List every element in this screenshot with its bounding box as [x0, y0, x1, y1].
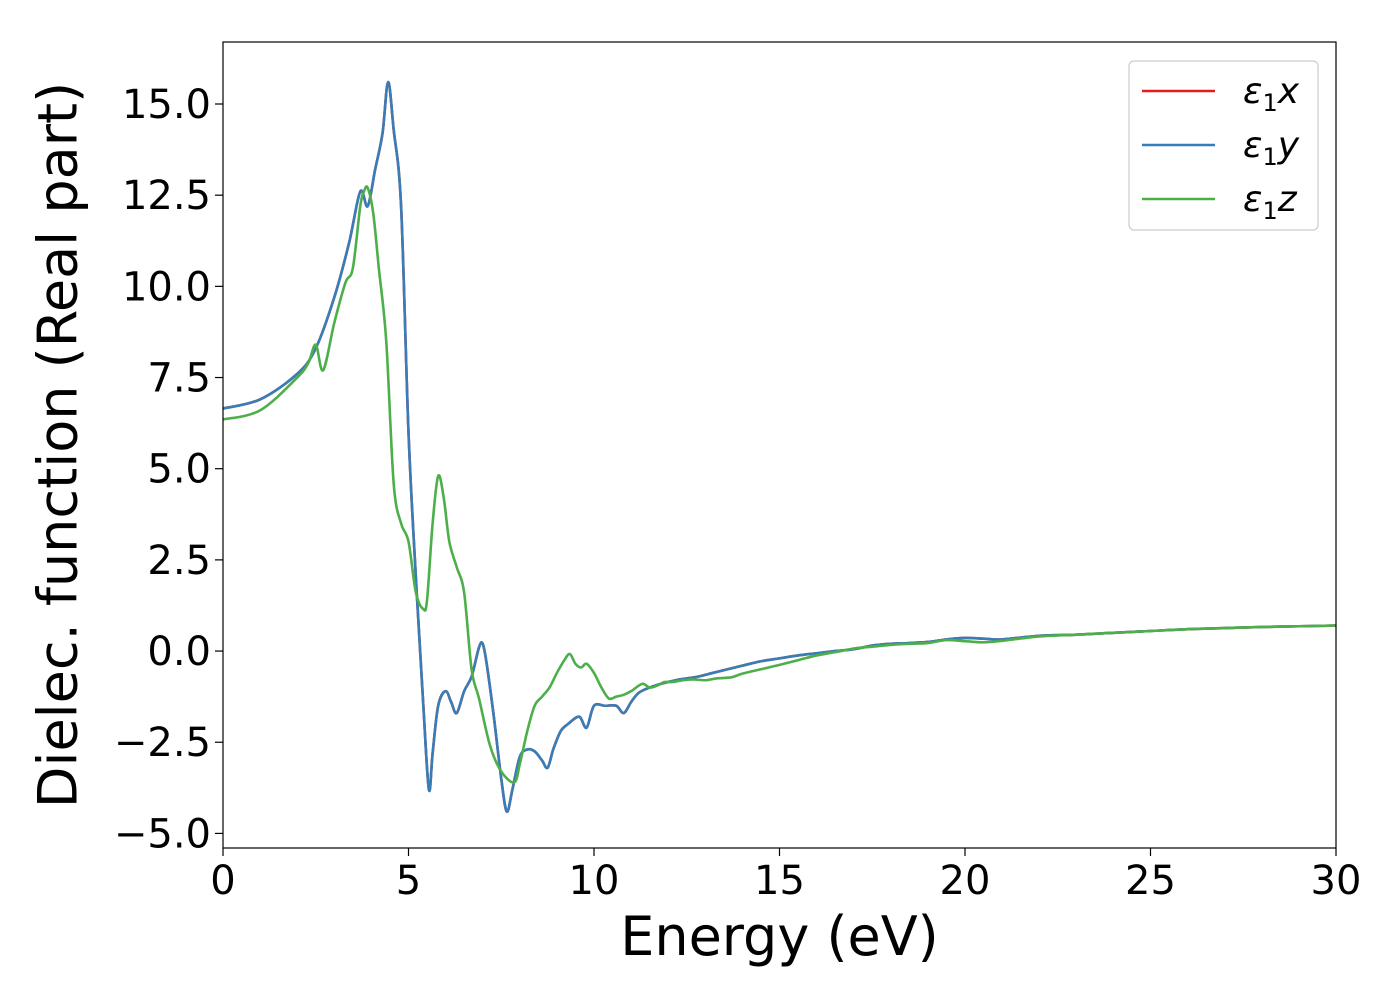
series-line-e1z	[223, 185, 1336, 784]
x-axis-ticks: 0 5 10 15 20 25 30	[210, 848, 1361, 904]
legend-label-variable: y	[1277, 125, 1300, 166]
legend-label-subscript: 1	[1262, 143, 1277, 171]
x-tick-label: 20	[940, 858, 991, 904]
x-tick-label: 10	[569, 858, 620, 904]
legend-label-base: ε	[1243, 71, 1262, 112]
x-tick-label: 25	[1125, 858, 1176, 904]
legend-label: ε1y	[1243, 125, 1300, 171]
legend-entry-e1x: ε1x	[1142, 71, 1300, 117]
series-layer	[223, 80, 1336, 813]
y-tick-label: −2.5	[114, 720, 211, 766]
y-tick-label: 0.0	[147, 629, 211, 675]
legend-label-base: ε	[1243, 125, 1262, 166]
legend-label-variable: z	[1277, 179, 1298, 220]
legend-label: ε1z	[1243, 179, 1298, 225]
y-tick-label: 12.5	[122, 173, 211, 219]
legend-entry-e1z: ε1z	[1142, 179, 1298, 225]
x-tick-label: 30	[1311, 858, 1362, 904]
legend-label-subscript: 1	[1262, 197, 1277, 225]
legend-label-subscript: 1	[1262, 89, 1277, 117]
legend-label: ε1x	[1243, 71, 1300, 117]
y-tick-label: 2.5	[147, 538, 211, 584]
y-axis-ticks: −5.0 −2.5 0.0 2.5 5.0 7.5 10.0 12.5 15.0	[114, 82, 223, 857]
legend-label-base: ε	[1243, 179, 1262, 220]
legend-box	[1128, 60, 1319, 231]
x-axis-label: Energy (eV)	[620, 905, 939, 968]
y-tick-label: 15.0	[122, 82, 211, 128]
legend-label-variable: x	[1277, 71, 1300, 112]
x-tick-label: 15	[754, 858, 805, 904]
y-tick-label: 5.0	[147, 447, 211, 493]
y-axis-label: Dielec. function (Real part)	[27, 82, 90, 808]
x-tick-label: 5	[396, 858, 421, 904]
legend-entry-e1y: ε1y	[1142, 125, 1300, 171]
y-tick-label: −5.0	[114, 811, 211, 857]
x-tick-label: 0	[210, 858, 235, 904]
y-tick-label: 10.0	[122, 264, 211, 310]
y-tick-label: 7.5	[147, 356, 211, 402]
